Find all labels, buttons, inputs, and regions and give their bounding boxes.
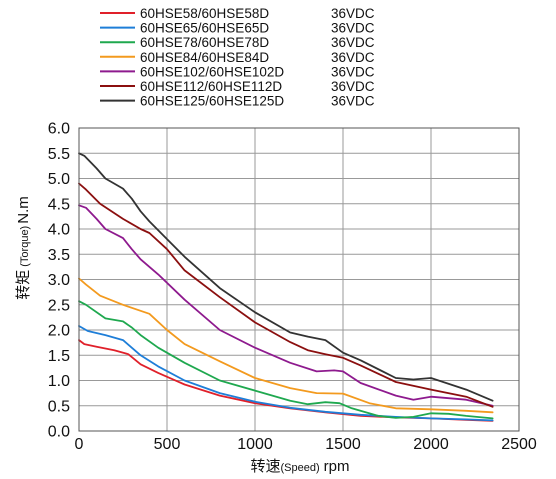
legend-series-voltage: 36VDC — [331, 35, 375, 50]
legend-series-name: 60HSE78/60HSE78D — [140, 35, 269, 50]
series-lines — [78, 152, 494, 422]
x-tick-label: 2000 — [413, 436, 449, 453]
y-axis-title-sub: (Torque) — [19, 226, 31, 267]
y-tick-label: 3.5 — [48, 247, 70, 264]
y-tick-label: 3.0 — [48, 272, 70, 289]
y-axis-title-unit: N.m — [15, 196, 32, 224]
series-line-7 — [78, 152, 494, 402]
y-tick-label: 5.5 — [48, 146, 70, 163]
legend-series-name: 60HSE58/60HSE58D — [140, 6, 269, 21]
legend-series-voltage: 36VDC — [331, 50, 375, 65]
grid — [79, 128, 519, 431]
legend: 60HSE58/60HSE58D 36VDC 60HSE65/60HSE65D 36V… — [100, 6, 375, 109]
x-tick-label: 2500 — [501, 436, 537, 453]
plot-area — [78, 127, 520, 432]
y-tick-label: 6.0 — [48, 121, 70, 138]
y-tick-label: 5.0 — [48, 171, 70, 188]
x-axis-title-main: 转速 — [251, 458, 281, 475]
y-tick-label: 0.0 — [48, 424, 70, 441]
y-axis-title-main: 转矩 — [15, 270, 32, 300]
y-tick-label: 4.0 — [48, 222, 70, 239]
y-tick-label: 1.5 — [48, 348, 70, 365]
legend-series-name: 60HSE102/60HSE102D — [140, 64, 284, 79]
x-tick-label: 1000 — [237, 436, 273, 453]
legend-series-name: 60HSE125/60HSE125D — [140, 94, 284, 109]
y-tick-label: 2.5 — [48, 297, 70, 314]
legend-series-voltage: 36VDC — [331, 94, 375, 109]
x-tick-label: 0 — [75, 436, 84, 453]
series-line-5 — [78, 204, 494, 407]
y-tick-label: 4.5 — [48, 196, 70, 213]
legend-series-voltage: 36VDC — [331, 64, 375, 79]
legend-series-voltage: 36VDC — [331, 79, 375, 94]
y-tick-label: 1.0 — [48, 373, 70, 390]
legend-series-voltage: 36VDC — [331, 6, 375, 21]
x-axis-title-sub: (Speed) — [281, 462, 320, 474]
series-line-3 — [78, 300, 494, 420]
y-tick-label: 2.0 — [48, 323, 70, 340]
x-axis-title-unit: rpm — [324, 458, 350, 475]
y-tick-labels: 0.0 0.5 1.0 1.5 2.0 2.5 3.0 3.5 4.0 4.5 5.0 5.5 6.0 — [48, 121, 70, 441]
y-axis-title: 转矩 (Torque) N.m — [15, 196, 32, 299]
legend-series-name: 60HSE65/60HSE65D — [140, 21, 269, 36]
y-tick-label: 0.5 — [48, 398, 70, 415]
legend-series-name: 60HSE112/60HSE112D — [140, 79, 282, 94]
legend-series-voltage: 36VDC — [331, 21, 375, 36]
legend-series-name: 60HSE84/60HSE84D — [140, 50, 269, 65]
series-line-6 — [78, 182, 494, 408]
x-tick-label: 500 — [154, 436, 181, 453]
x-tick-label: 1500 — [325, 436, 361, 453]
series-line-4 — [78, 277, 494, 414]
x-tick-labels: 0 500 1000 1500 2000 2500 — [75, 436, 537, 453]
x-axis-title: 转速(Speed) rpm — [251, 458, 350, 475]
